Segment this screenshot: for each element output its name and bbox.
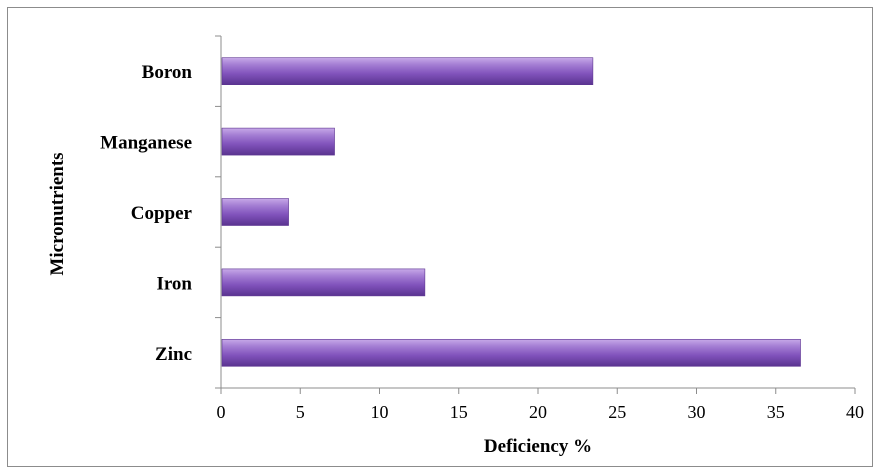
bar-copper (221, 198, 289, 226)
x-tick-label: 0 (217, 402, 226, 422)
bar-manganese (221, 127, 335, 156)
x-tick-label: 40 (846, 402, 864, 422)
category-label-copper: Copper (131, 203, 193, 224)
bar-zinc (221, 338, 801, 367)
x-tick-label: 35 (767, 402, 785, 422)
x-tick-label: 20 (529, 402, 547, 422)
x-tick-label: 5 (296, 402, 305, 422)
category-label-iron: Iron (156, 273, 192, 294)
x-axis-title: Deficiency % (484, 436, 592, 457)
bars-group (221, 57, 801, 367)
category-labels: Zinc Iron Copper Manganese Boron (100, 62, 192, 365)
x-tick-label: 10 (371, 402, 389, 422)
bar-iron (221, 268, 426, 297)
category-label-boron: Boron (142, 62, 193, 83)
axes-group (215, 35, 856, 394)
bar-boron (221, 57, 594, 86)
category-label-manganese: Manganese (100, 133, 192, 154)
category-label-zinc: Zinc (155, 344, 192, 365)
x-tick-labels: 0 5 10 15 20 25 30 35 40 (217, 402, 865, 422)
y-axis-title: Micronutrients (47, 152, 68, 275)
x-tick-label: 15 (450, 402, 468, 422)
x-tick-label: 25 (608, 402, 626, 422)
x-tick-label: 30 (688, 402, 706, 422)
